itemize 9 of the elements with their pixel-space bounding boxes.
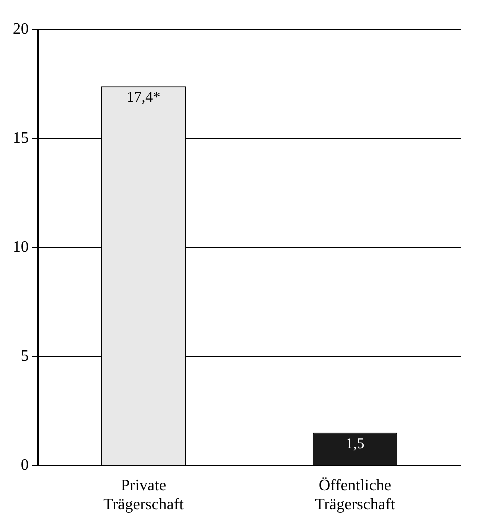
data-label: 17,4* [126,90,161,106]
y-tick-label: 10 [13,239,29,256]
y-tick-label: 15 [13,130,29,148]
data-label: 1,5 [346,436,365,452]
x-tick-label: Öffentliche Trägerschaft [315,477,396,514]
y-tick-label: 5 [21,348,29,365]
x-tick-label: Private Trägerschaft [104,477,184,514]
y-tick-label: 20 [13,21,29,38]
y-tick-label: 0 [21,456,29,474]
